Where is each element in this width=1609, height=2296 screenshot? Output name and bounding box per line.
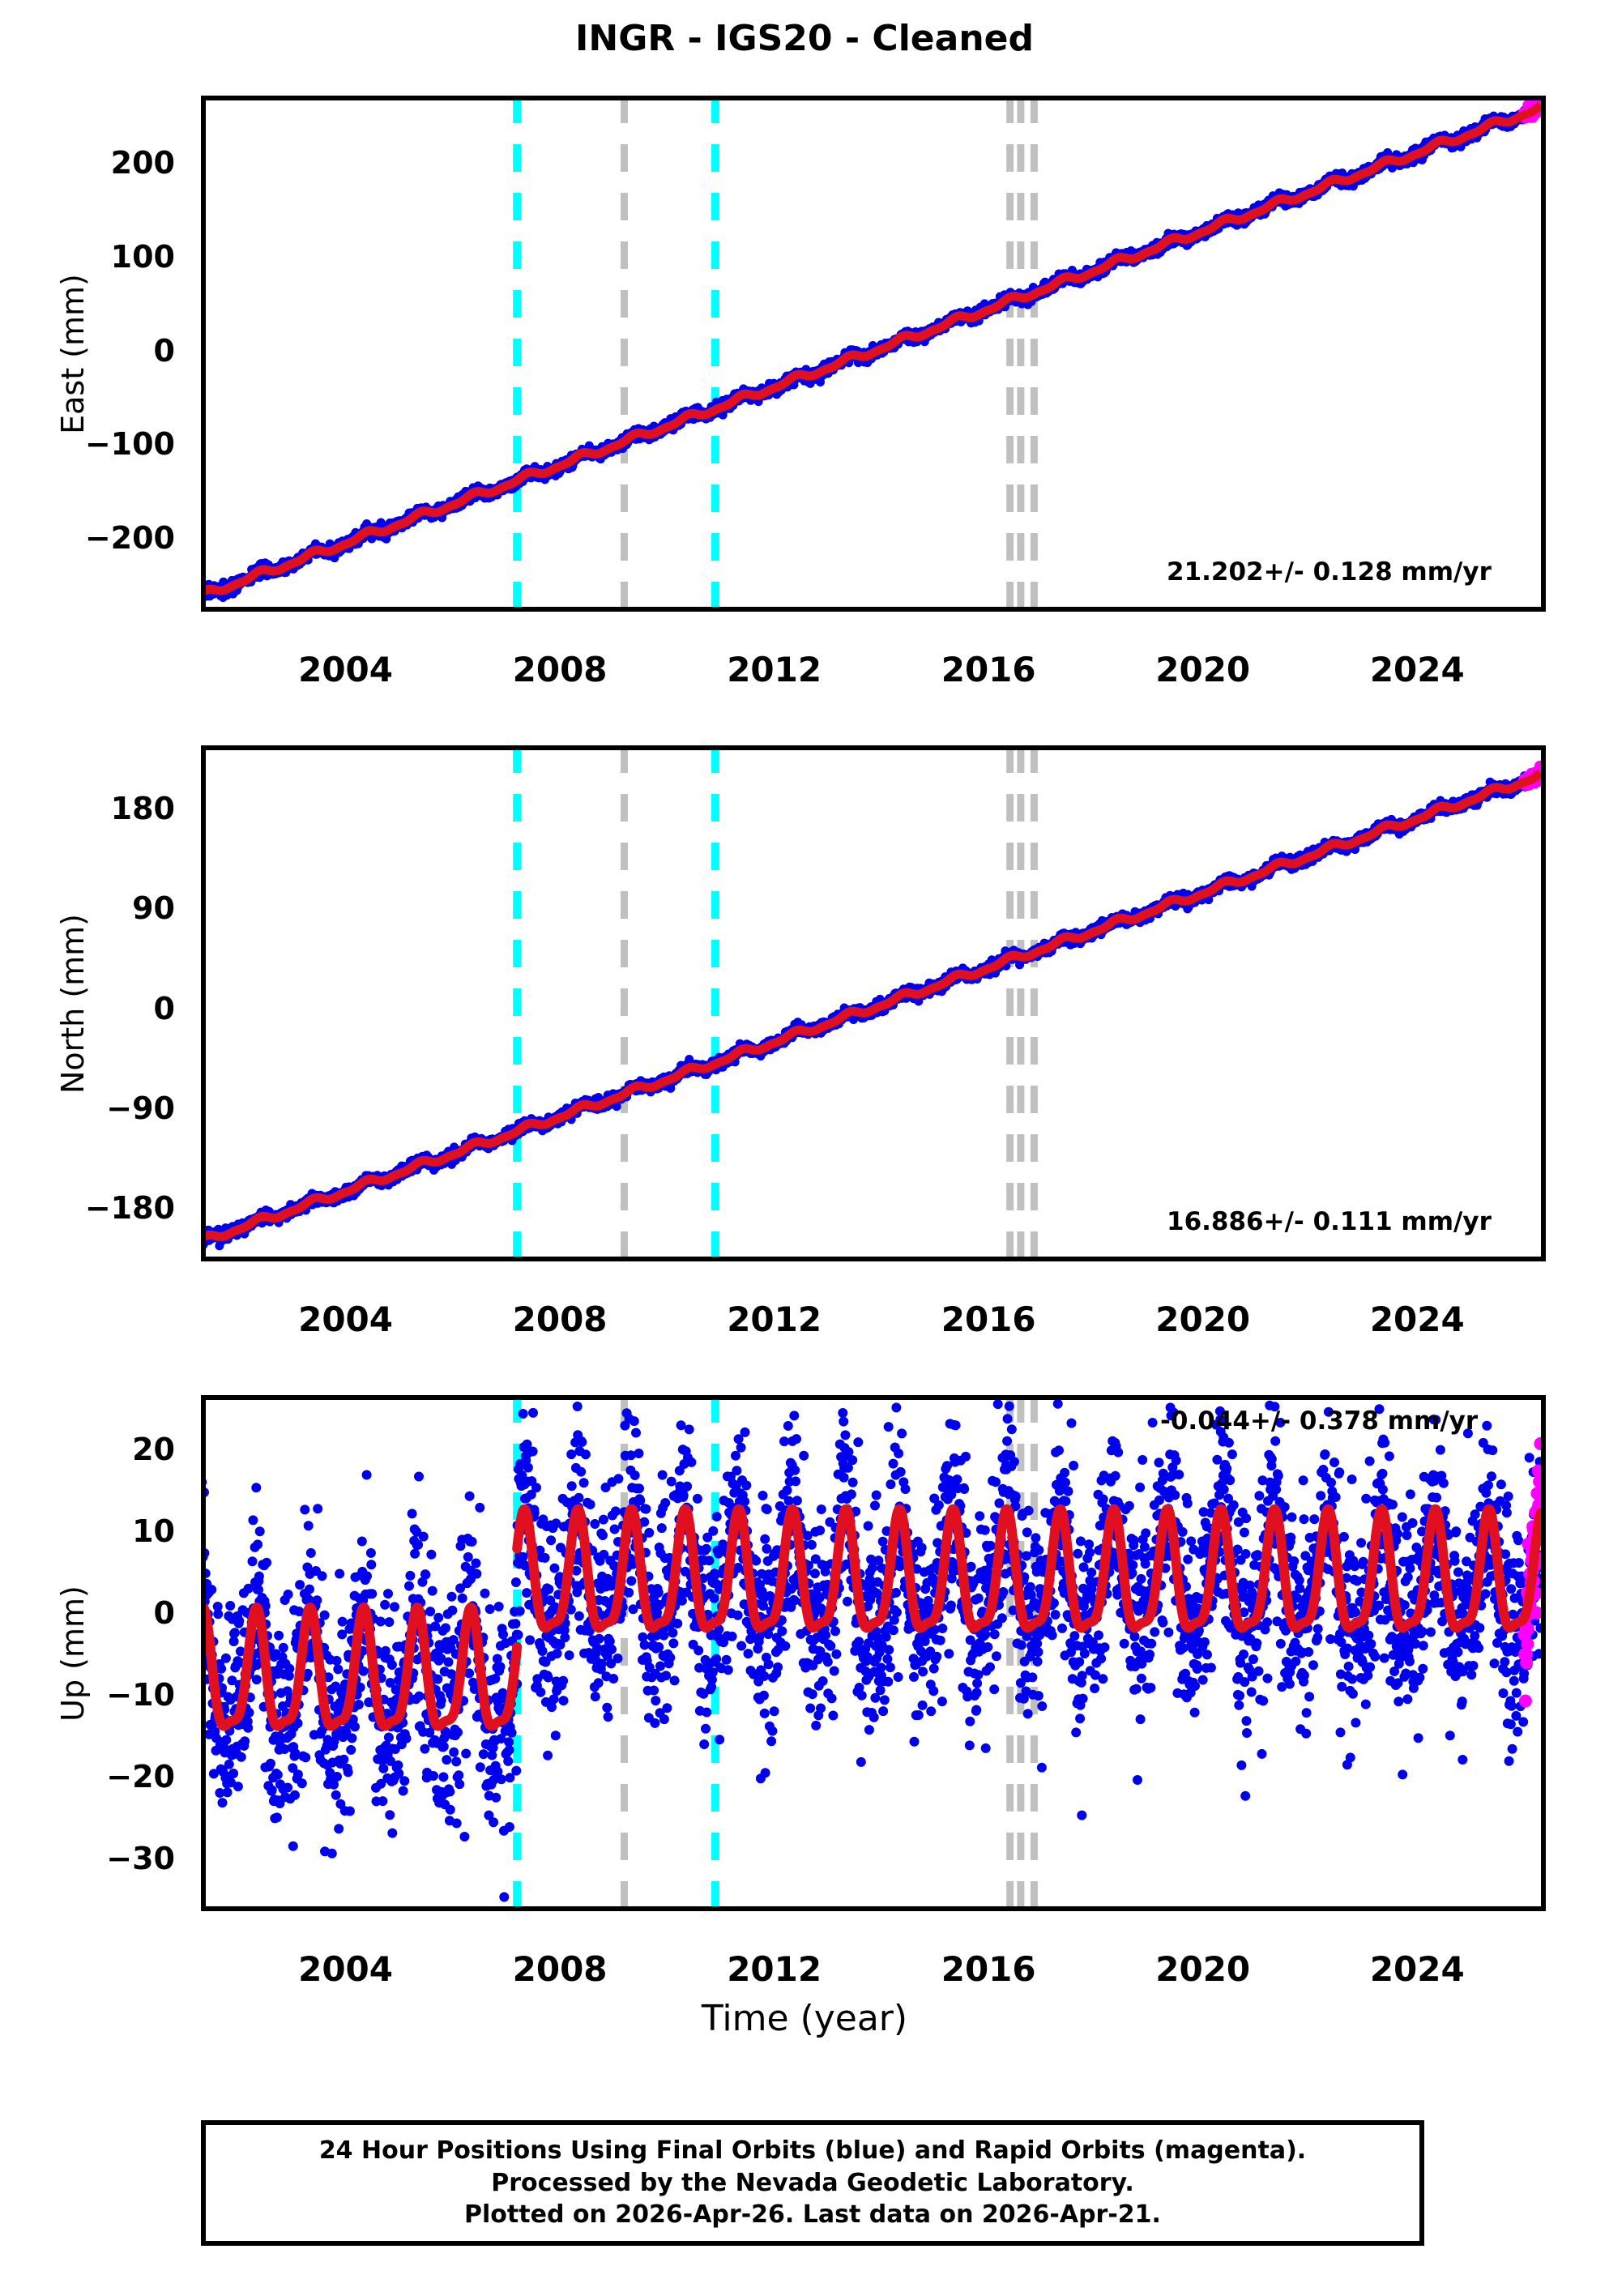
caption-line-3: Plotted on 2026-Apr-26. Last data on 202… xyxy=(464,2199,1161,2231)
east-xtick-5: 2024 xyxy=(1336,650,1498,689)
north-xtick-3: 2016 xyxy=(907,1300,1069,1339)
north-ytick-0: 180 xyxy=(0,791,175,826)
up-xtick-1: 2008 xyxy=(479,1949,641,1989)
north-xtick-5: 2024 xyxy=(1336,1300,1498,1339)
panel-up xyxy=(201,1395,1546,1911)
page-title: INGR - IGS20 - Cleaned xyxy=(0,18,1609,59)
panel-east xyxy=(201,96,1546,612)
north-ytick-4: −180 xyxy=(0,1190,175,1226)
east-plot-frame xyxy=(201,96,1546,612)
up-rate-label: -0.044+/- 0.378 mm/yr xyxy=(1160,1406,1478,1436)
up-ytick-5: −30 xyxy=(0,1841,175,1876)
east-ytick-2: 0 xyxy=(0,333,175,369)
up-ytick-1: 10 xyxy=(0,1513,175,1549)
up-xtick-5: 2024 xyxy=(1336,1949,1498,1989)
x-axis-title: Time (year) xyxy=(0,1998,1609,2039)
east-xtick-1: 2008 xyxy=(479,650,641,689)
north-ytick-2: 0 xyxy=(0,991,175,1026)
east-ytick-0: 200 xyxy=(0,145,175,181)
up-ytick-3: −10 xyxy=(0,1677,175,1713)
up-plot-frame xyxy=(201,1395,1546,1911)
up-ytick-2: 0 xyxy=(0,1595,175,1631)
caption-box: 24 Hour Positions Using Final Orbits (bl… xyxy=(201,2120,1424,2246)
caption-line-1: 24 Hour Positions Using Final Orbits (bl… xyxy=(319,2135,1306,2167)
north-xtick-1: 2008 xyxy=(479,1300,641,1339)
east-ytick-3: −100 xyxy=(0,426,175,462)
north-xtick-0: 2004 xyxy=(265,1300,427,1339)
up-xtick-4: 2020 xyxy=(1122,1949,1284,1989)
east-rate-label: 21.202+/- 0.128 mm/yr xyxy=(1167,557,1492,587)
caption-line-2: Processed by the Nevada Geodetic Laborat… xyxy=(491,2167,1134,2200)
east-xtick-2: 2012 xyxy=(694,650,856,689)
north-xtick-4: 2020 xyxy=(1122,1300,1284,1339)
up-axis-label: Up (mm) xyxy=(55,1532,91,1775)
up-xtick-2: 2012 xyxy=(694,1949,856,1989)
north-rate-label: 16.886+/- 0.111 mm/yr xyxy=(1167,1207,1492,1236)
up-ytick-0: 20 xyxy=(0,1432,175,1467)
north-xtick-2: 2012 xyxy=(694,1300,856,1339)
panel-north xyxy=(201,745,1546,1261)
up-xtick-0: 2004 xyxy=(265,1949,427,1989)
north-ytick-1: 90 xyxy=(0,890,175,926)
up-xtick-3: 2016 xyxy=(907,1949,1069,1989)
up-ytick-4: −20 xyxy=(0,1759,175,1795)
north-ytick-3: −90 xyxy=(0,1090,175,1126)
east-ytick-4: −200 xyxy=(0,520,175,556)
east-ytick-1: 100 xyxy=(0,239,175,275)
east-xtick-0: 2004 xyxy=(265,650,427,689)
north-plot-frame xyxy=(201,745,1546,1261)
east-xtick-4: 2020 xyxy=(1122,650,1284,689)
east-xtick-3: 2016 xyxy=(907,650,1069,689)
